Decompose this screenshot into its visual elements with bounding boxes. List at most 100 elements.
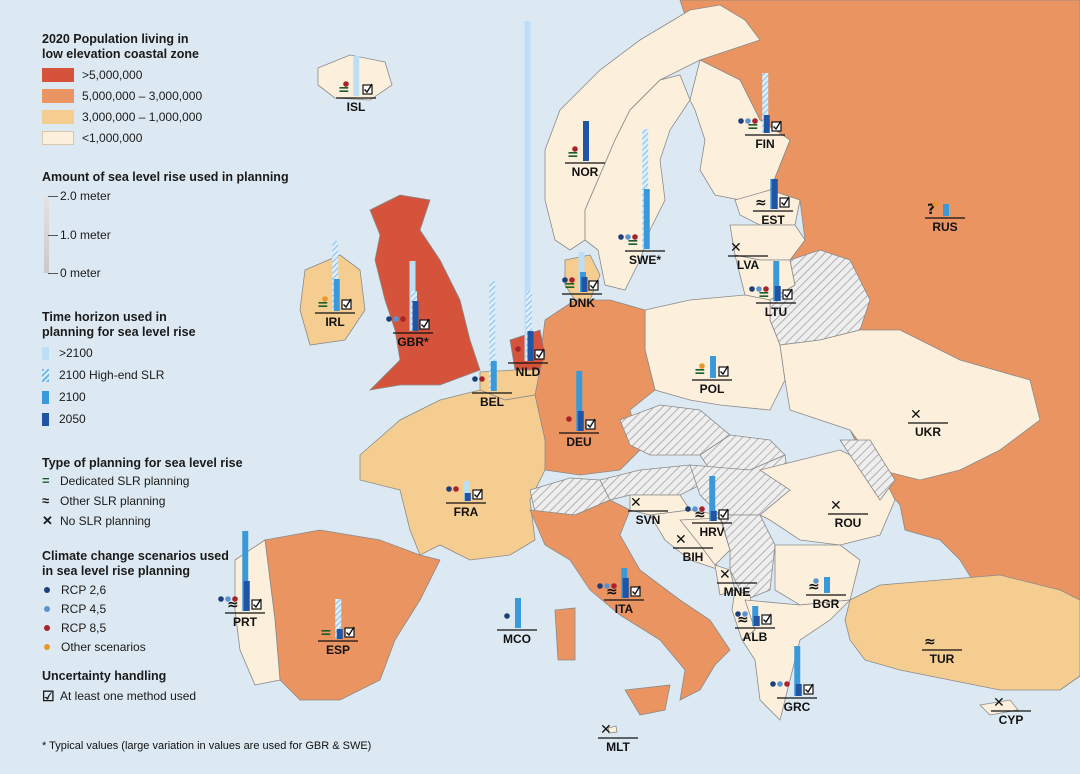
slr-bar-irl-0 <box>332 241 339 311</box>
slr-bar-nld-2 <box>527 331 534 361</box>
slr-label-0: 0 meter <box>60 266 101 280</box>
legend-planning-type: Type of planning for sea level rise = Ded… <box>42 456 243 528</box>
island-sardinia <box>554 607 576 661</box>
uncertainty-check-icon-esp <box>344 627 355 638</box>
no-planning-icon-rou: ✕ <box>830 498 842 514</box>
uncertainty-check-icon-gbr <box>419 319 430 330</box>
scenario-dot-alb-1 <box>742 611 748 617</box>
slr-scale-bar <box>44 197 49 273</box>
other-planning-icon-est: ≈ <box>755 195 767 211</box>
scenario-dot-prt-2 <box>232 596 238 602</box>
uncertainty-check-icon-est <box>779 197 790 208</box>
uncertainty-tick-deu <box>587 418 596 429</box>
scenario-dot-pol-0 <box>699 363 705 369</box>
country-label-irl: IRL <box>325 315 345 329</box>
uncertainty-check-icon-deu <box>585 419 596 430</box>
country-shape-aut <box>599 464 711 501</box>
country-label-fin: FIN <box>755 137 775 151</box>
no-planning-icon-cyp: ✕ <box>993 695 1005 711</box>
legend-scenario-label-1: RCP 4,5 <box>61 602 107 616</box>
slr-bar-deu-1 <box>577 411 584 431</box>
slr-bar-fin-0 <box>762 73 769 133</box>
slr-bar-nld-1 <box>526 291 532 361</box>
country-label-ita: ITA <box>614 602 634 616</box>
country-label-hrv: HRV <box>699 525 725 539</box>
country-label-dnk: DNK <box>569 296 595 310</box>
country-label-cyp: CYP <box>998 713 1024 727</box>
swatch-pop-0 <box>42 68 74 82</box>
legend-planning-title: Type of planning for sea level rise <box>42 456 243 470</box>
scenario-dot-ita-2 <box>611 583 617 589</box>
slr-tick-1 <box>48 235 58 236</box>
dedicated-planning-icon-irl: = <box>317 297 329 313</box>
scenario-dot-fra-1 <box>453 486 459 492</box>
country-label-nld: NLD <box>515 365 541 379</box>
slr-bar-bel-1 <box>490 361 497 391</box>
slr-bar-mco-0 <box>515 598 521 628</box>
country-label-rus: RUS <box>932 220 958 234</box>
scenario-dot-hrv-1 <box>692 506 698 512</box>
country-shape-bgr <box>774 544 861 606</box>
uncertainty-tick-fin <box>773 120 782 131</box>
dot-rcp85 <box>44 625 50 631</box>
other-planning-icon-tur: ≈ <box>924 634 936 650</box>
slr-bar-fra-1 <box>464 493 471 501</box>
unknown-icon-rus: ? <box>927 202 935 218</box>
country-label-nor: NOR <box>571 165 599 179</box>
slr-bar-fra-0 <box>463 481 470 501</box>
country-shape-srb <box>719 514 776 601</box>
uncertainty-tick-fra <box>474 488 483 499</box>
scenario-dot-deu-0 <box>566 416 572 422</box>
country-label-bih: BIH <box>682 550 704 564</box>
country-label-grc: GRC <box>783 700 811 714</box>
slr-bar-pol-0 <box>710 356 716 378</box>
legend-scenario-label-0: RCP 2,6 <box>61 583 107 597</box>
scenario-dot-isl-0 <box>343 81 349 87</box>
country-shape-mlt <box>607 725 618 734</box>
scenario-dot-ita-0 <box>597 583 603 589</box>
scenario-dot-swe-0 <box>618 234 624 240</box>
legend-time-label-0: >2100 <box>59 346 93 360</box>
country-label-bel: BEL <box>480 395 504 409</box>
legend-scenarios-title-2: in sea level rise planning <box>42 564 190 578</box>
uncertainty-check-icon-isl <box>362 84 373 95</box>
no-planning-icon-mlt: ✕ <box>600 722 612 738</box>
footnote: * Typical values (large variation in val… <box>42 740 372 752</box>
checkbox-icon: ☑ <box>42 688 55 704</box>
legend-uncertainty-title: Uncertainty handling <box>42 669 167 683</box>
country-shape-tur <box>844 574 1080 691</box>
uncertainty-tick-ita <box>632 585 641 596</box>
uncertainty-tick-hrv <box>720 508 729 519</box>
legend-time-label-1: 2100 High-end SLR <box>59 368 165 382</box>
slr-bar-bgr-0 <box>824 577 830 593</box>
country-label-svn: SVN <box>635 513 661 527</box>
scenario-dot-bgr-0 <box>813 578 819 584</box>
country-label-mlt: MLT <box>606 740 630 754</box>
uncertainty-check-icon-grc <box>803 684 814 695</box>
country-label-tur: TUR <box>929 652 955 666</box>
legend-scenario-label-3: Other scenarios <box>61 640 146 654</box>
legend-time-horizon: Time horizon used in planning for sea le… <box>42 310 196 426</box>
scenario-dot-gbr-0 <box>386 316 392 322</box>
scenario-dot-fin-0 <box>738 118 744 124</box>
legend-time-title-1: Time horizon used in <box>42 310 167 324</box>
dot-rcp26 <box>44 587 50 593</box>
slr-bar-irl-1 <box>333 279 340 311</box>
country-label-est: EST <box>761 213 785 227</box>
scenario-dot-dnk-0 <box>562 277 568 283</box>
no-planning-icon-mne: ✕ <box>719 567 731 583</box>
slr-bar-nor-0 <box>583 121 589 161</box>
country-label-bgr: BGR <box>812 597 840 611</box>
no-planning-icon-svn: ✕ <box>630 495 642 511</box>
legend-planning-label-2: No SLR planning <box>60 514 151 528</box>
uncertainty-tick-gbr <box>421 318 430 329</box>
other-planning-icon-bgr: ≈ <box>808 579 820 595</box>
scenario-dot-swe-1 <box>625 234 631 240</box>
country-label-lva: LVA <box>736 258 760 272</box>
scenario-dot-alb-0 <box>735 611 741 617</box>
scenario-dot-bel-0 <box>472 376 478 382</box>
uncertainty-tick-grc <box>805 683 814 694</box>
country-shape-mda <box>839 439 896 501</box>
scenario-dot-swe-2 <box>632 234 638 240</box>
legend-time-label-3: 2050 <box>59 412 86 426</box>
